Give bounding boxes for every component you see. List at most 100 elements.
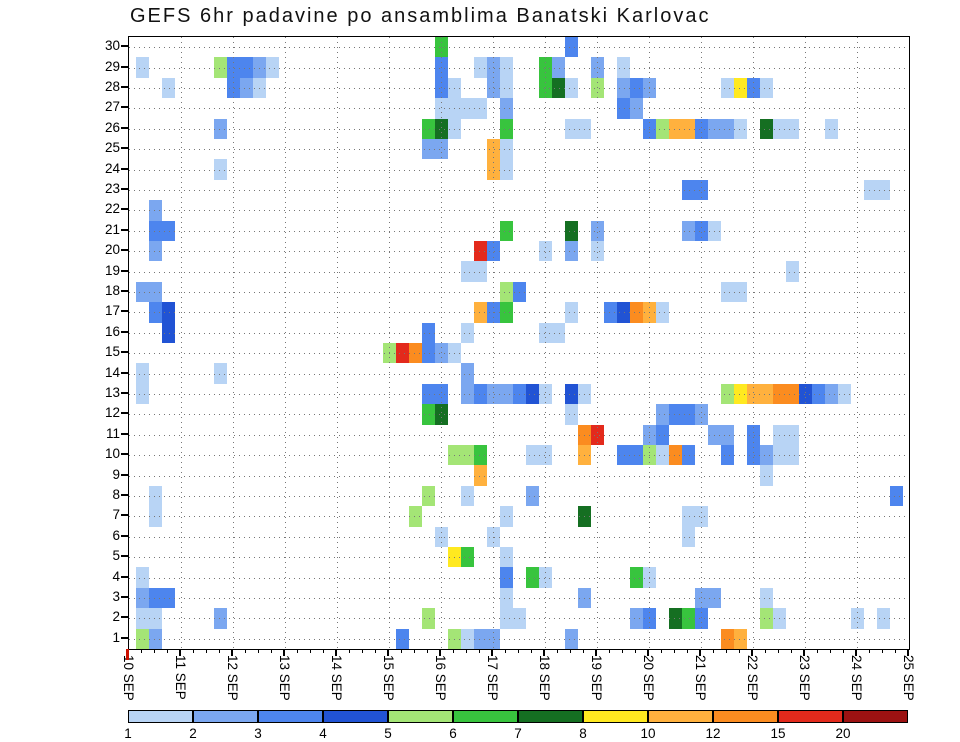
heatmap-cell <box>421 404 435 425</box>
legend-label: 6 <box>449 726 457 741</box>
heatmap-cell <box>460 485 474 507</box>
legend-label: 4 <box>319 726 327 741</box>
heatmap-cell <box>759 77 773 99</box>
heatmap-cell <box>668 608 682 629</box>
y-tick-label: 5 <box>112 548 120 564</box>
heatmap-cell <box>252 77 266 99</box>
heatmap-cell <box>707 118 721 139</box>
legend-label: 2 <box>189 726 197 741</box>
x-tick-mark <box>803 649 805 656</box>
heatmap-cell <box>512 281 526 303</box>
heatmap-cell <box>668 404 682 425</box>
y-tick-mark <box>121 616 128 619</box>
heatmap-cell <box>499 98 513 119</box>
y-tick-label: 30 <box>104 38 120 54</box>
x-minor-tick <box>466 649 467 653</box>
gridline-v <box>701 37 702 649</box>
x-minor-tick <box>258 649 259 653</box>
y-tick-mark <box>121 351 128 354</box>
heatmap-cell <box>681 179 695 201</box>
heatmap-cell <box>772 118 786 139</box>
y-tick-label: 3 <box>112 589 120 604</box>
y-tick-mark <box>121 188 128 190</box>
heatmap-cell <box>473 98 487 119</box>
gridline-h <box>129 271 909 273</box>
heatmap-cell <box>421 322 435 343</box>
heatmap-cell <box>135 608 149 629</box>
heatmap-cell <box>512 608 526 629</box>
gridline-v <box>597 37 598 649</box>
y-tick-label: 8 <box>112 487 120 502</box>
gridline-h <box>129 353 909 355</box>
heatmap-cell <box>161 302 175 323</box>
origin-marker <box>126 649 129 660</box>
y-tick-mark <box>121 596 128 598</box>
x-minor-tick <box>830 649 831 653</box>
x-tick-label: 12 SEP <box>225 655 240 701</box>
heatmap-cell <box>499 587 513 609</box>
heatmap-cell <box>473 465 487 486</box>
legend-label: 15 <box>770 726 786 741</box>
x-minor-tick <box>895 649 896 653</box>
heatmap-cell <box>824 118 838 139</box>
gridline-h <box>129 169 909 171</box>
x-minor-tick <box>271 649 272 653</box>
x-minor-tick <box>882 649 883 653</box>
heatmap-cell <box>759 587 773 609</box>
heatmap-cell <box>499 77 513 99</box>
heatmap-cell <box>148 628 162 649</box>
gridline-h <box>129 638 909 640</box>
y-tick-mark <box>121 290 128 292</box>
heatmap-cell <box>239 57 253 78</box>
heatmap-cell <box>564 628 578 649</box>
y-tick-label: 17 <box>104 303 120 319</box>
heatmap-cell <box>460 322 474 343</box>
heatmap-cell <box>681 526 695 547</box>
heatmap-cell <box>707 220 721 241</box>
gridline-h <box>129 149 909 151</box>
x-minor-tick <box>245 649 246 653</box>
legend-segment <box>843 710 908 723</box>
heatmap-cell <box>473 57 487 78</box>
x-minor-tick <box>674 649 675 653</box>
gridline-h <box>129 434 909 436</box>
heatmap-cell <box>616 302 630 323</box>
heatmap-cell <box>135 281 149 303</box>
heatmap-cell <box>759 118 773 139</box>
y-tick-label: 1 <box>112 629 120 645</box>
heatmap-cell <box>499 57 513 78</box>
heatmap-cell <box>785 261 799 282</box>
x-tick-label: 19 SEP <box>589 655 604 701</box>
heatmap-cell <box>135 628 149 649</box>
x-tick-mark <box>491 649 493 656</box>
x-minor-tick <box>726 649 727 653</box>
legend-segment <box>778 710 843 723</box>
x-minor-tick <box>427 649 428 653</box>
y-tick-mark <box>121 534 128 537</box>
heatmap-cell <box>681 404 695 425</box>
heatmap-cell <box>629 98 643 119</box>
legend-label: 7 <box>514 726 522 741</box>
x-minor-tick <box>323 649 324 653</box>
x-tick-label: 17 SEP <box>485 655 500 701</box>
gridline-v <box>233 37 234 649</box>
heatmap-cell <box>720 77 734 99</box>
x-minor-tick <box>661 649 662 653</box>
heatmap-cell <box>460 363 474 384</box>
heatmap-cell <box>785 118 799 139</box>
heatmap-cell <box>759 465 773 486</box>
heatmap-cell <box>720 424 734 445</box>
heatmap-cell <box>135 57 149 78</box>
x-minor-tick <box>609 649 610 653</box>
heatmap-cell <box>876 179 890 201</box>
heatmap-cell <box>135 363 149 384</box>
x-minor-tick <box>869 649 870 653</box>
heatmap-cell <box>655 404 669 425</box>
heatmap-cell <box>564 220 578 241</box>
y-tick-label: 16 <box>104 323 120 339</box>
y-tick-label: 9 <box>112 466 120 482</box>
gridline-h <box>129 251 909 253</box>
x-minor-tick <box>505 649 506 653</box>
heatmap-cell <box>395 628 409 649</box>
heatmap-cell <box>681 608 695 629</box>
